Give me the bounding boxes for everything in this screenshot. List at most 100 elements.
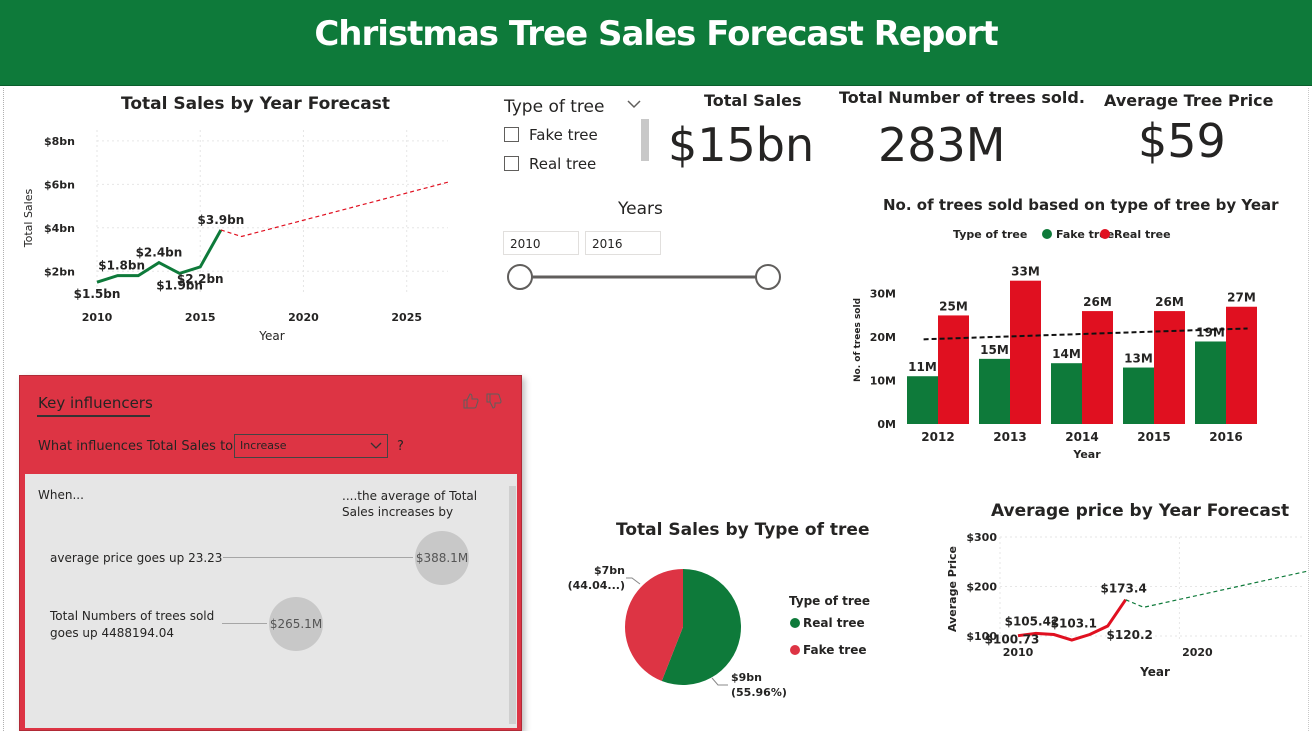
x-tick-label: 2016: [1209, 430, 1242, 444]
sales-by-type-title: Total Sales by Type of tree: [616, 520, 870, 540]
data-label: $2.4bn: [136, 246, 183, 260]
kpi-total-sales-label: Total Sales: [704, 91, 802, 110]
ki-influencer-text[interactable]: Total Numbers of trees sold goes up 4488…: [50, 609, 215, 640]
fake-tree-bar[interactable]: [1051, 363, 1082, 424]
kpi-trees-sold-value: 283M: [878, 118, 1006, 172]
data-label: $1.9bn: [156, 278, 203, 292]
fake-tree-option-label: Fake tree: [529, 126, 598, 144]
real-tree-bar[interactable]: [1082, 311, 1113, 424]
pie-slice[interactable]: [625, 569, 683, 681]
legend-fake-tree-marker: [1042, 229, 1052, 239]
pie-label-fake-pct: (44.04...): [568, 579, 625, 592]
real-tree-checkbox[interactable]: [504, 156, 519, 171]
slider-handle-start[interactable]: [507, 264, 533, 290]
data-label: $3.9bn: [198, 213, 245, 227]
pie-legend-fake-label[interactable]: Fake tree: [803, 643, 867, 657]
price-ylabel: Average Price: [946, 546, 959, 632]
kpi-total-sales-value: $15bn: [668, 118, 815, 172]
ki-dropdown-value: Increase: [240, 439, 287, 452]
trees-by-type-chart[interactable]: Type of tree Fake tree Real tree 0M 10M 20…: [850, 222, 1270, 467]
ki-results-area: [25, 474, 517, 728]
sales-forecast-title: Total Sales by Year Forecast: [121, 94, 391, 114]
pie-slice[interactable]: [661, 569, 741, 685]
canvas-border-right: [1308, 88, 1309, 731]
bar-data-label: 11M: [908, 360, 937, 374]
data-label: $1.8bn: [98, 259, 145, 273]
fake-tree-bar[interactable]: [1195, 341, 1226, 424]
type-slicer-title: Type of tree: [504, 97, 605, 117]
ki-connector-line: [223, 557, 413, 558]
y-tick-label: 30M: [870, 288, 896, 301]
x-tick-label: 2015: [1137, 430, 1170, 444]
price-forecast-title: Average price by Year Forecast: [991, 501, 1290, 521]
pie-leader-line: [711, 677, 728, 686]
y-tick-label: $200: [966, 581, 997, 594]
ki-scrollbar[interactable]: [509, 486, 516, 724]
pie-legend-title: Type of tree: [789, 594, 870, 608]
x-tick-label: 2020: [288, 311, 319, 324]
ki-feedback-icons: [463, 393, 502, 409]
slider-handle-end[interactable]: [755, 264, 781, 290]
x-tick-label: 2015: [185, 311, 216, 324]
fake-tree-bar[interactable]: [907, 376, 938, 424]
price-forecast-line[interactable]: [1125, 568, 1308, 608]
pie-leader-line: [626, 577, 641, 585]
ki-influencer-bubble[interactable]: $388.1M: [415, 531, 469, 585]
y-tick-label: $300: [966, 531, 997, 544]
pie-legend-real-label[interactable]: Real tree: [803, 616, 865, 630]
y-tick-label: $100: [966, 630, 997, 643]
price-series-line[interactable]: [1017, 598, 1127, 642]
real-tree-option-label: Real tree: [529, 155, 597, 173]
report-header: [0, 0, 1312, 86]
bar-data-label: 27M: [1227, 291, 1256, 305]
kpi-avg-price-value: $59: [1138, 114, 1226, 168]
sales-forecast-line[interactable]: [220, 181, 449, 238]
canvas-border-left: [3, 88, 4, 731]
fake-tree-bar[interactable]: [979, 358, 1010, 424]
ki-tab-key-influencers[interactable]: Key influencers: [38, 394, 153, 412]
chevron-down-icon: [370, 442, 382, 449]
legend-fake-tree-label[interactable]: Fake tree: [1056, 228, 1114, 241]
x-tick-label: 2010: [82, 311, 113, 324]
kpi-avg-price-label: Average Tree Price: [1104, 91, 1274, 110]
thumbs-up-icon[interactable]: [463, 393, 479, 409]
data-label: $173.4: [1100, 582, 1146, 596]
sales-by-type-chart[interactable]: $7bn (44.04...) $9bn (55.96%) Type of tr…: [560, 548, 890, 730]
ki-question-mark: ?: [397, 439, 404, 454]
real-tree-bar[interactable]: [1010, 280, 1041, 424]
real-tree-bar[interactable]: [1226, 306, 1257, 424]
real-tree-bar[interactable]: [938, 315, 969, 424]
trees-ylabel: No. of trees sold: [853, 298, 863, 382]
year-from-input[interactable]: 2010: [503, 231, 579, 255]
real-tree-bar[interactable]: [1154, 311, 1185, 424]
price-xlabel: Year: [1139, 665, 1170, 679]
chevron-down-icon[interactable]: [627, 98, 641, 110]
y-tick-label: $8bn: [44, 135, 75, 148]
year-to-input[interactable]: 2016: [585, 231, 661, 255]
slicer-scrollbar[interactable]: [641, 119, 649, 161]
bar-data-label: 14M: [1052, 347, 1081, 361]
sales-forecast-chart[interactable]: $2bn $4bn $6bn $8bn 2010 2015 2020 2025 Total …: [10, 118, 455, 348]
ki-increase-dropdown[interactable]: Increase: [234, 434, 388, 458]
data-label: $1.5bn: [74, 287, 121, 301]
ki-influencer-text[interactable]: average price goes up 23.23: [50, 551, 223, 565]
fake-tree-checkbox[interactable]: [504, 127, 519, 142]
pie-label-fake-value: $7bn: [594, 564, 625, 577]
ki-influencer-bubble[interactable]: $265.1M: [269, 597, 323, 651]
trees-by-type-title: No. of trees sold based on type of tree …: [883, 196, 1279, 214]
thumbs-down-icon[interactable]: [486, 393, 502, 409]
legend-real-tree-marker: [1100, 229, 1110, 239]
fake-tree-bar[interactable]: [1123, 367, 1154, 424]
sales-series-line[interactable]: [96, 229, 223, 284]
sales-forecast-xlabel: Year: [258, 329, 284, 343]
ki-tab-underline: [37, 415, 150, 417]
data-label: $103.1: [1051, 617, 1097, 631]
x-tick-label: 2020: [1182, 646, 1213, 659]
price-forecast-chart[interactable]: $100 $200 $300 2010 2020 Average Price Year…: [940, 525, 1308, 685]
data-label: $2.2bn: [177, 272, 224, 286]
legend-real-tree-label[interactable]: Real tree: [1114, 228, 1171, 241]
year-range-slider[interactable]: [503, 262, 793, 292]
ki-when-label: When...: [38, 488, 84, 502]
trees-xlabel: Year: [1072, 448, 1101, 461]
trees-legend-title: Type of tree: [953, 228, 1027, 241]
